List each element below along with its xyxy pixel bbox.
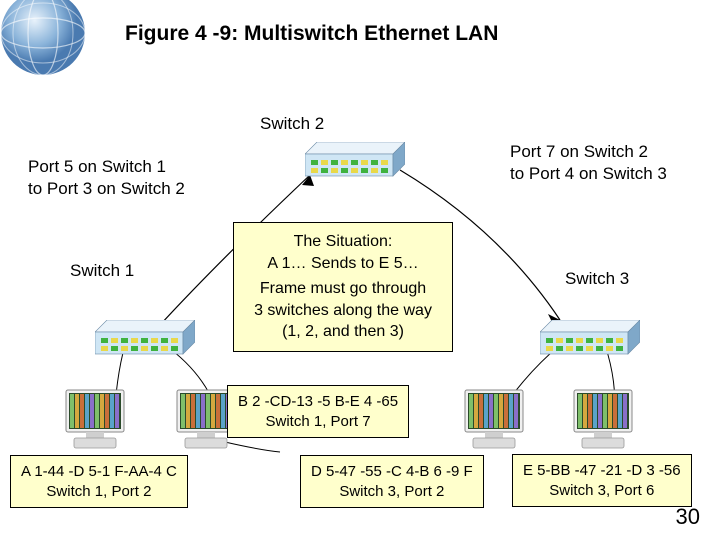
situation-line3: Frame must go through — [246, 278, 440, 300]
globe-decoration — [0, 0, 95, 85]
switch3-label: Switch 3 — [565, 268, 629, 290]
page-number: 30 — [676, 504, 700, 530]
host-d5-box: D 5-47 -55 -C 4-B 6 -9 FSwitch 3, Port 2 — [300, 455, 484, 508]
host-d5-icon — [461, 388, 533, 457]
host-b2-box: B 2 -CD-13 -5 B-E 4 -65Switch 1, Port 7 — [227, 385, 409, 438]
situation-line1: The Situation: — [246, 231, 440, 253]
host-a1-icon — [62, 388, 134, 457]
switch2-icon — [305, 142, 405, 185]
port-5-3-label: Port 5 on Switch 1to Port 3 on Switch 2 — [28, 156, 185, 200]
switch3-icon — [540, 320, 640, 363]
situation-line5: (1, 2, and then 3) — [246, 321, 440, 343]
switch2-label: Switch 2 — [260, 113, 324, 135]
host-a1-box: A 1-44 -D 5-1 F-AA-4 CSwitch 1, Port 2 — [10, 455, 188, 508]
situation-line2: A 1… Sends to E 5… — [246, 253, 440, 275]
situation-line4: 3 switches along the way — [246, 300, 440, 322]
situation-box: The Situation: A 1… Sends to E 5… Frame … — [233, 222, 453, 352]
host-e5-icon — [570, 388, 642, 457]
host-e5-box: E 5-BB -47 -21 -D 3 -56Switch 3, Port 6 — [512, 454, 692, 507]
switch1-label: Switch 1 — [70, 260, 134, 282]
switch1-icon — [95, 320, 195, 363]
port-7-4-label: Port 7 on Switch 2to Port 4 on Switch 3 — [510, 141, 667, 185]
figure-title: Figure 4 -9: Multiswitch Ethernet LAN — [125, 22, 498, 46]
